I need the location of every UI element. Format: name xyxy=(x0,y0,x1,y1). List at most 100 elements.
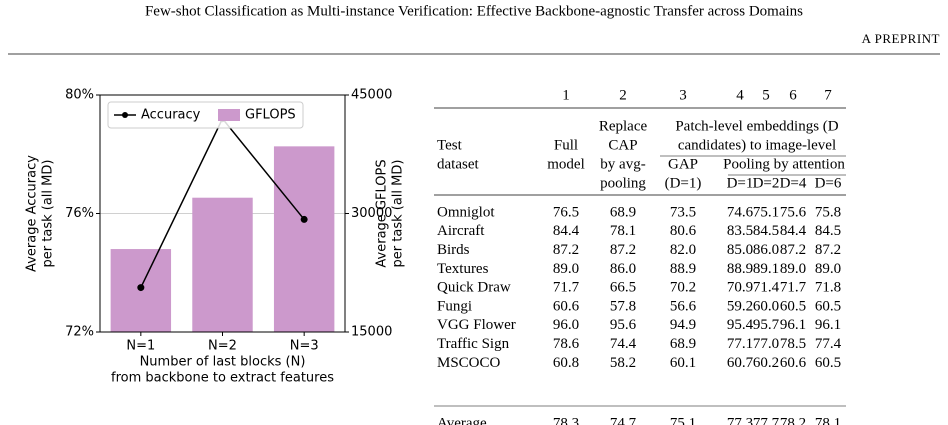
table-cell: 75.1 xyxy=(670,415,696,425)
row-label: Omniglot xyxy=(437,204,495,220)
table-cell: 82.0 xyxy=(670,242,696,258)
row-label: Birds xyxy=(437,242,470,258)
y2-tick-label: 15000 xyxy=(351,325,392,340)
table-cell: 57.8 xyxy=(610,298,636,314)
table-cell: 60.5 xyxy=(815,355,841,371)
table-cell: 87.2 xyxy=(553,242,579,258)
accuracy-marker xyxy=(300,215,308,223)
y2-axis-label: Average GFLOPS xyxy=(375,159,390,267)
table-cell: 74.7 xyxy=(610,415,637,425)
table-cell: 89.0 xyxy=(815,261,841,277)
paper-title: Few-shot Classification as Multi-instanc… xyxy=(145,3,803,19)
table-cell: 84.4 xyxy=(553,223,580,239)
legend-marker xyxy=(122,112,128,118)
table-cell: 60.7 xyxy=(727,355,754,371)
table-cell: 60.1 xyxy=(670,355,696,371)
table-cell: 68.9 xyxy=(610,204,636,220)
x-tick-label: N=2 xyxy=(208,339,237,354)
table-cell: 71.8 xyxy=(815,280,841,296)
row-label: VGG Flower xyxy=(437,317,516,333)
table-cell: 78.2 xyxy=(780,415,806,425)
y-axis-label: Average Accuracy xyxy=(25,155,40,272)
table-cell: 78.6 xyxy=(553,336,580,352)
table-cell: 71.7 xyxy=(553,280,580,296)
table-cell: 87.2 xyxy=(780,242,806,258)
chart: 72% 76% 80% 15000 30000 45000 N=1 N=2 N=3Number … xyxy=(25,88,406,386)
table-cell: 95.6 xyxy=(610,317,637,333)
y-axis-label: per task (all MD) xyxy=(41,160,56,268)
header-cell: CAP xyxy=(608,137,637,153)
table-cell: 60.0 xyxy=(753,298,779,314)
column-number: 5 xyxy=(762,87,770,103)
table-cell: 87.2 xyxy=(815,242,841,258)
legend-label: GFLOPS xyxy=(245,108,296,123)
table-cell: 73.5 xyxy=(670,204,696,220)
table-cell: 89.0 xyxy=(780,261,806,277)
y-tick-label: 72% xyxy=(65,325,94,340)
preprint-tag: A PREPRINT xyxy=(862,31,940,46)
table-cell: 75.1 xyxy=(753,204,779,220)
header-cell: by avg- xyxy=(600,156,645,172)
column-number: 4 xyxy=(736,87,744,103)
column-number: 7 xyxy=(824,87,832,103)
table-cell: 86.0 xyxy=(610,261,636,277)
table-cell: 60.2 xyxy=(753,355,779,371)
y-tick-label: 76% xyxy=(65,206,94,221)
table-cell: 78.1 xyxy=(610,223,636,239)
column-number: 2 xyxy=(619,87,627,103)
table-cell: 84.4 xyxy=(780,223,807,239)
table-cell: 59.2 xyxy=(727,298,753,314)
column-number: 6 xyxy=(789,87,797,103)
row-label: MSCOCO xyxy=(437,355,501,371)
table-cell: 60.6 xyxy=(780,355,807,371)
table-cell: 74.4 xyxy=(610,336,637,352)
table-cell: 80.6 xyxy=(670,223,697,239)
table-cell: 96.0 xyxy=(553,317,579,333)
table-cell: 83.5 xyxy=(727,223,753,239)
header-cell: Pooling by attention xyxy=(723,156,845,172)
row-label: Textures xyxy=(437,261,489,277)
table: 1 2 3 4 5 6 7 Test dataset Full model Replace CAP by … xyxy=(434,87,846,425)
column-number: 3 xyxy=(679,87,687,103)
table-cell: 89.0 xyxy=(553,261,579,277)
row-label: Quick Draw xyxy=(437,280,511,296)
table-cell: 78.1 xyxy=(815,415,841,425)
header-cell: D=2 xyxy=(753,175,780,191)
table-cell: 87.2 xyxy=(610,242,636,258)
table-cell: 95.4 xyxy=(727,317,754,333)
header-cell: candidates) to image-level xyxy=(678,137,836,153)
table-cell: 71.4 xyxy=(753,280,780,296)
accuracy-marker xyxy=(137,284,145,292)
table-cell: 78.5 xyxy=(780,336,806,352)
table-cell: 77.7 xyxy=(753,415,780,425)
table-cell: 88.9 xyxy=(727,261,753,277)
table-cell: 78.3 xyxy=(553,415,579,425)
header-cell: D=4 xyxy=(780,175,807,191)
table-cell: 88.9 xyxy=(670,261,696,277)
table-cell: 76.5 xyxy=(553,204,579,220)
table-cell: 89.1 xyxy=(753,261,779,277)
table-cell: 60.5 xyxy=(815,298,841,314)
x-axis-label: Number of last blocks (N) xyxy=(140,355,306,370)
legend-label: Accuracy xyxy=(141,108,201,123)
header-cell: pooling xyxy=(600,175,646,191)
x-tick-label: N=3 xyxy=(290,339,319,354)
header-cell: dataset xyxy=(437,156,479,172)
table-cell: 70.2 xyxy=(670,280,696,296)
table-cell: 58.2 xyxy=(610,355,636,371)
bar xyxy=(273,146,335,332)
header-cell: Patch-level embeddings (D xyxy=(675,118,838,134)
table-cell: 96.1 xyxy=(780,317,806,333)
legend-patch xyxy=(218,109,240,121)
header-cell: model xyxy=(547,156,585,172)
table-cell: 85.0 xyxy=(727,242,753,258)
y2-tick-label: 30000 xyxy=(351,206,392,221)
header-cell: D=1 xyxy=(727,175,754,191)
table-cell: 84.5 xyxy=(753,223,779,239)
table-cell: 60.6 xyxy=(553,298,580,314)
table-cell: 95.7 xyxy=(753,317,780,333)
header-cell: (D=1) xyxy=(665,175,702,191)
table-cell: 66.5 xyxy=(610,280,636,296)
table-cell: 84.5 xyxy=(815,223,841,239)
